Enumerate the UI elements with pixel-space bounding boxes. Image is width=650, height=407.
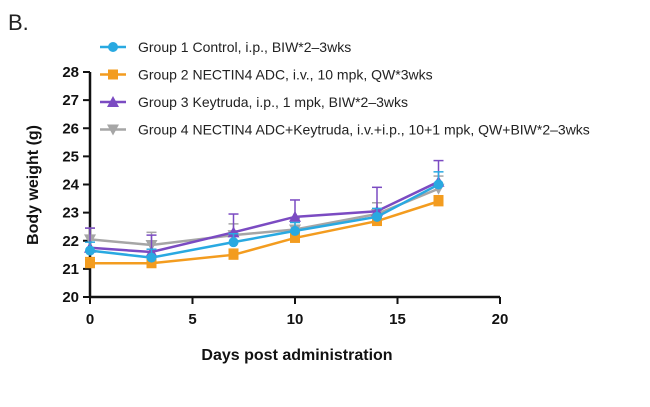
y-tick-label: 22 — [62, 233, 79, 250]
legend-item-4: Group 4 NECTIN4 ADC+Keytruda, i.v.+i.p.,… — [100, 122, 590, 138]
y-tick-label: 27 — [62, 92, 79, 109]
legend-marker — [108, 69, 118, 80]
data-point — [85, 258, 95, 269]
y-tick-label: 23 — [62, 205, 79, 222]
data-point — [290, 225, 300, 236]
legend-item-2: Group 2 NECTIN4 ADC, i.v., 10 mpk, QW*3w… — [100, 67, 433, 83]
data-point — [290, 232, 300, 243]
series-1 — [85, 171, 444, 263]
legend-label: Group 4 NECTIN4 ADC+Keytruda, i.v.+i.p.,… — [138, 122, 590, 138]
legend-label: Group 3 Keytruda, i.p., 1 mpk, BIW*2–3wk… — [138, 94, 408, 110]
data-point — [433, 179, 444, 190]
y-axis-title: Body weight (g) — [25, 125, 42, 245]
legend-marker — [107, 96, 119, 107]
legend-marker — [107, 124, 119, 136]
data-point — [85, 245, 95, 256]
y-tick-label: 21 — [62, 261, 79, 278]
series-4 — [84, 175, 445, 251]
y-tick-label: 28 — [62, 64, 79, 81]
series-line — [89, 183, 440, 259]
legend-marker — [108, 42, 118, 52]
data-point — [289, 210, 301, 222]
legend-label: Group 2 NECTIN4 ADC, i.v., 10 mpk, QW*3w… — [138, 67, 433, 83]
legend: Group 1 Control, i.p., BIW*2–3wks Group 2… — [100, 39, 590, 138]
legend-label: Group 1 Control, i.p., BIW*2–3wks — [138, 39, 351, 55]
axes: 20 21 22 23 24 25 26 27 28 0 5 10 15 20 — [62, 64, 508, 328]
y-tick-label: 20 — [62, 289, 79, 306]
y-tick-label: 24 — [62, 177, 79, 194]
x-tick-label: 5 — [188, 311, 196, 328]
series-line — [89, 180, 440, 254]
series-line — [90, 200, 439, 265]
x-axis-title: Days post administration — [201, 347, 392, 364]
data-point — [146, 258, 157, 269]
legend-item-1: Group 1 Control, i.p., BIW*2–3wks — [100, 39, 351, 55]
x-tick-label: 10 — [287, 311, 304, 328]
data-point — [228, 249, 239, 260]
data-point — [372, 211, 382, 222]
x-tick-label: 0 — [86, 311, 94, 328]
y-tick-label: 25 — [62, 148, 79, 165]
data-point — [228, 237, 239, 248]
x-tick-label: 20 — [492, 311, 509, 328]
legend-item-3: Group 3 Keytruda, i.p., 1 mpk, BIW*2–3wk… — [100, 94, 408, 110]
data-point — [227, 226, 240, 238]
plot-area — [84, 159, 445, 269]
data-point — [146, 252, 157, 263]
series-line — [89, 187, 439, 247]
panel-label: B. — [8, 10, 29, 35]
y-tick-label: 26 — [62, 120, 79, 137]
x-tick-label: 15 — [389, 311, 406, 328]
data-point — [433, 196, 444, 207]
